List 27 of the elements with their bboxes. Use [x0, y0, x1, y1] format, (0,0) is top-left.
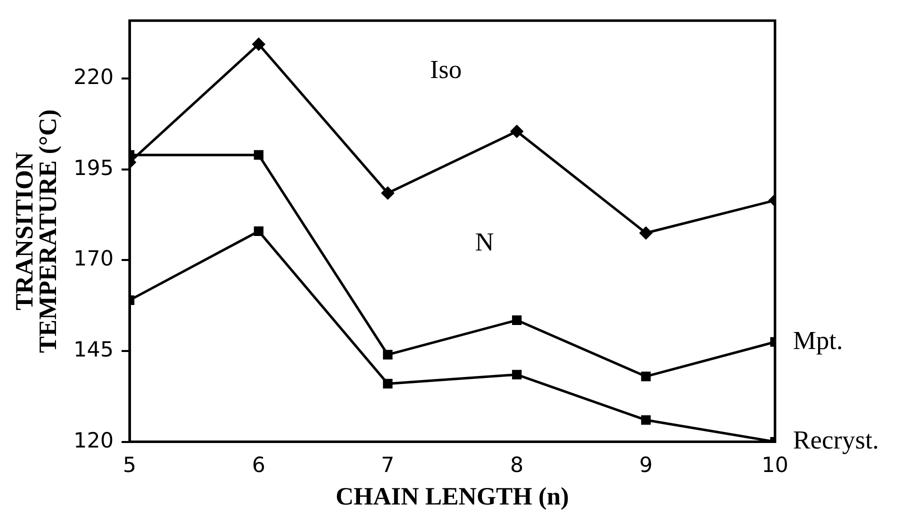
x-tick-label: 9	[639, 452, 653, 477]
series-label: Recryst.	[793, 426, 879, 455]
y-tick-label: 220	[73, 65, 114, 90]
point	[381, 186, 394, 200]
point	[512, 370, 522, 380]
point	[641, 372, 651, 382]
point	[510, 124, 524, 138]
y-tick-label: 120	[73, 428, 114, 452]
x-tick-label: 6	[252, 452, 266, 477]
point	[252, 38, 266, 51]
point	[382, 378, 393, 388]
y-tick-label: 195	[73, 156, 114, 180]
point	[382, 350, 393, 360]
x-axis-title: CHAIN LENGTH (n)	[336, 483, 569, 510]
x-tick-label: 5	[122, 452, 136, 477]
annotation: Iso	[430, 54, 462, 84]
y-tick-label: 170	[73, 246, 114, 271]
y-tick-label: 145	[73, 337, 114, 362]
series-label: Mpt.	[793, 326, 843, 355]
y-axis-title: TRANSITION TEMPERATURE (°C)	[11, 109, 62, 353]
point	[640, 226, 652, 240]
point	[641, 415, 651, 425]
point	[512, 315, 522, 325]
x-tick-label: 7	[381, 452, 394, 477]
x-tick-label: 10	[762, 452, 788, 477]
x-tick-label: 8	[510, 452, 524, 477]
annotation: N	[475, 228, 494, 257]
